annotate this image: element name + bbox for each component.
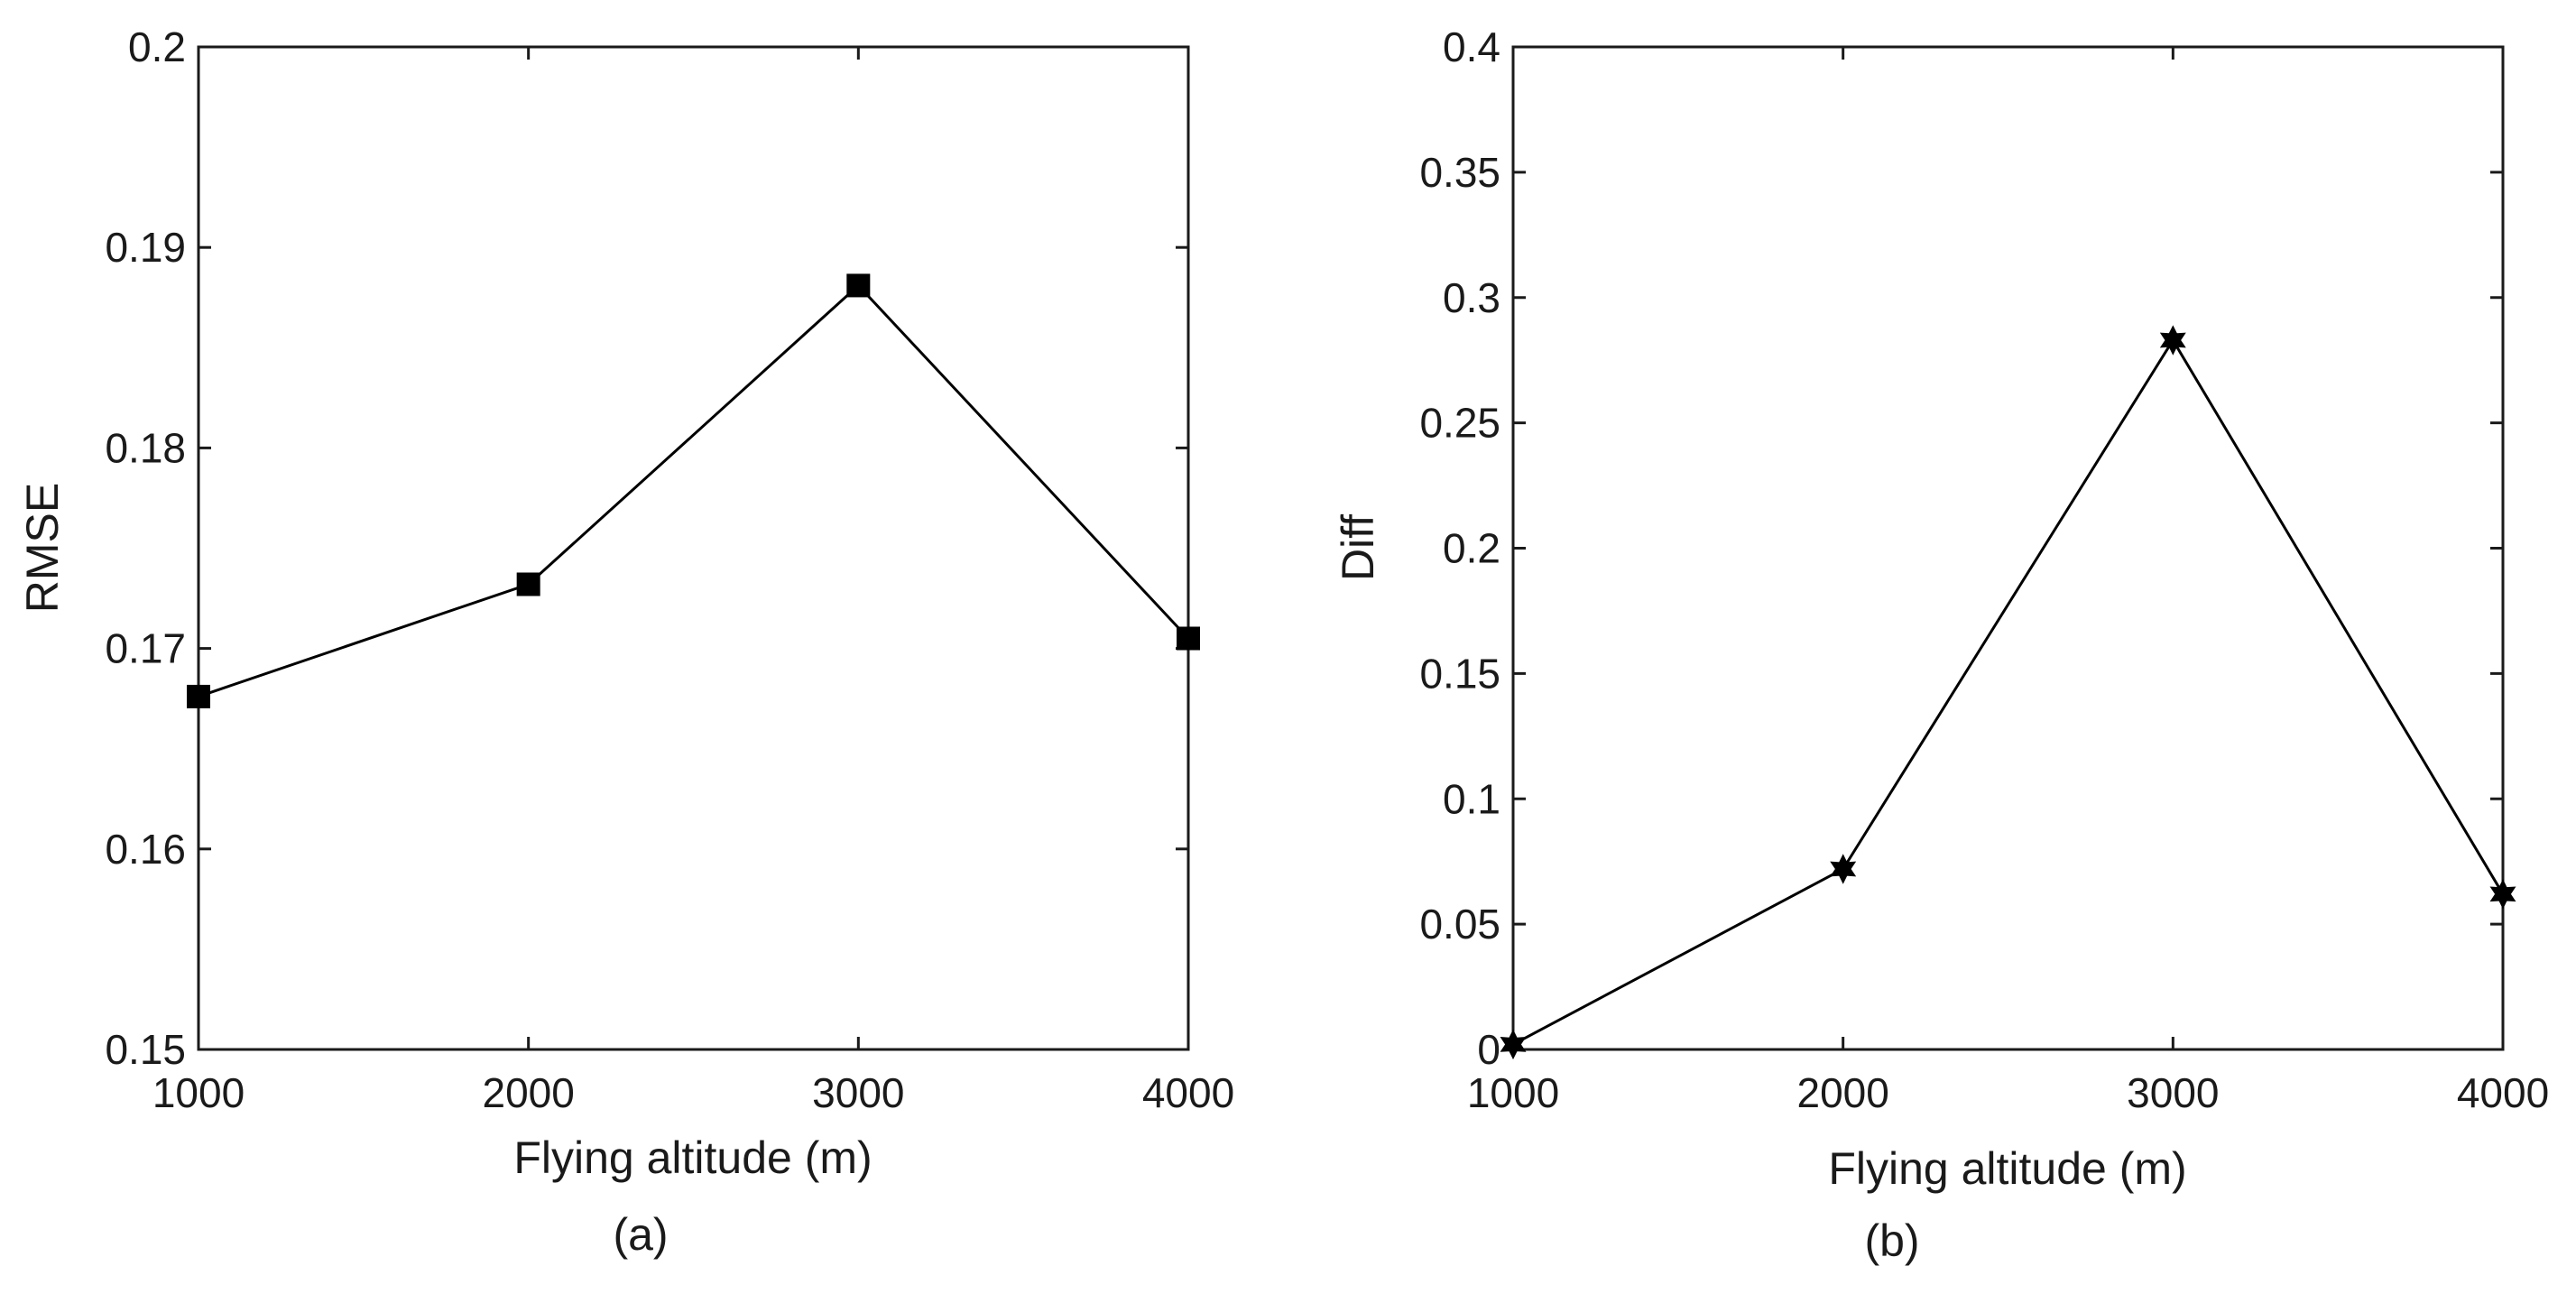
x-tick-labels: 1000 2000 3000 4000 (152, 1069, 1234, 1116)
data-point (1500, 1029, 1527, 1060)
y-tick-labels: 0.15 0.16 0.17 0.18 0.19 0.2 (105, 23, 186, 1073)
y-tick-label: 0.19 (105, 224, 186, 271)
x-tick-label: 3000 (2127, 1069, 2219, 1116)
y-tick-label: 0.25 (1419, 400, 1500, 447)
y-tick-label: 0.35 (1419, 149, 1500, 196)
panel-caption: (a) (613, 1209, 668, 1260)
data-point (187, 684, 210, 708)
x-tick-labels: 1000 2000 3000 4000 (1467, 1069, 2549, 1116)
data-markers (1500, 325, 2516, 1060)
data-markers (187, 273, 1200, 708)
x-axis-label: Flying altitude (m) (1828, 1143, 2186, 1194)
x-tick-label: 3000 (812, 1069, 904, 1116)
y-tick-label: 0 (1477, 1026, 1500, 1073)
x-tick-label: 4000 (2457, 1069, 2549, 1116)
y-tick-label: 0.18 (105, 424, 186, 471)
data-point (2159, 325, 2186, 356)
plot-frame (197, 45, 1190, 1051)
x-tick-label: 1000 (1467, 1069, 1559, 1116)
series-line-rmse (198, 283, 1190, 698)
x-axis-label: Flying altitude (m) (513, 1132, 872, 1183)
chart-panel-a: 0.15 0.16 0.17 0.18 0.19 0.2 1000 2000 3000 4000… (17, 23, 1234, 1260)
y-axis-label: RMSE (17, 483, 68, 613)
y-tick-labels: 0 0.05 0.1 0.15 0.2 0.25 0.3 0.35 0.4 (1419, 23, 1500, 1073)
x-tick-label: 1000 (152, 1069, 245, 1116)
x-tick-label: 4000 (1142, 1069, 1234, 1116)
y-tick-label: 0.4 (1443, 23, 1500, 70)
tick-marks (1511, 45, 2505, 1051)
data-point (516, 572, 540, 596)
chart-panel-b: 0 0.05 0.1 0.15 0.2 0.25 0.3 0.35 0.4 1000 2000 30… (1333, 23, 2549, 1266)
panel-caption: (b) (1864, 1215, 1919, 1266)
data-point (846, 273, 871, 298)
y-tick-label: 0.17 (105, 625, 186, 672)
data-point (1177, 626, 1200, 651)
plot-frame (1511, 45, 2505, 1051)
tick-marks (197, 45, 1190, 1051)
series-line-diff (1512, 337, 2505, 1046)
y-tick-label: 0.05 (1419, 901, 1500, 947)
y-tick-label: 0.15 (1419, 650, 1500, 697)
y-tick-label: 0.16 (105, 826, 186, 873)
y-tick-label: 0.2 (1443, 525, 1500, 572)
y-tick-label: 0.1 (1443, 775, 1500, 822)
y-tick-label: 0.3 (1443, 274, 1500, 321)
x-tick-label: 2000 (1796, 1069, 1888, 1116)
data-point (2489, 879, 2516, 910)
y-tick-label: 0.2 (128, 23, 186, 70)
x-tick-label: 2000 (482, 1069, 574, 1116)
y-axis-label: Diff (1333, 514, 1383, 581)
data-point (1830, 854, 1857, 884)
y-tick-label: 0.15 (105, 1026, 186, 1073)
